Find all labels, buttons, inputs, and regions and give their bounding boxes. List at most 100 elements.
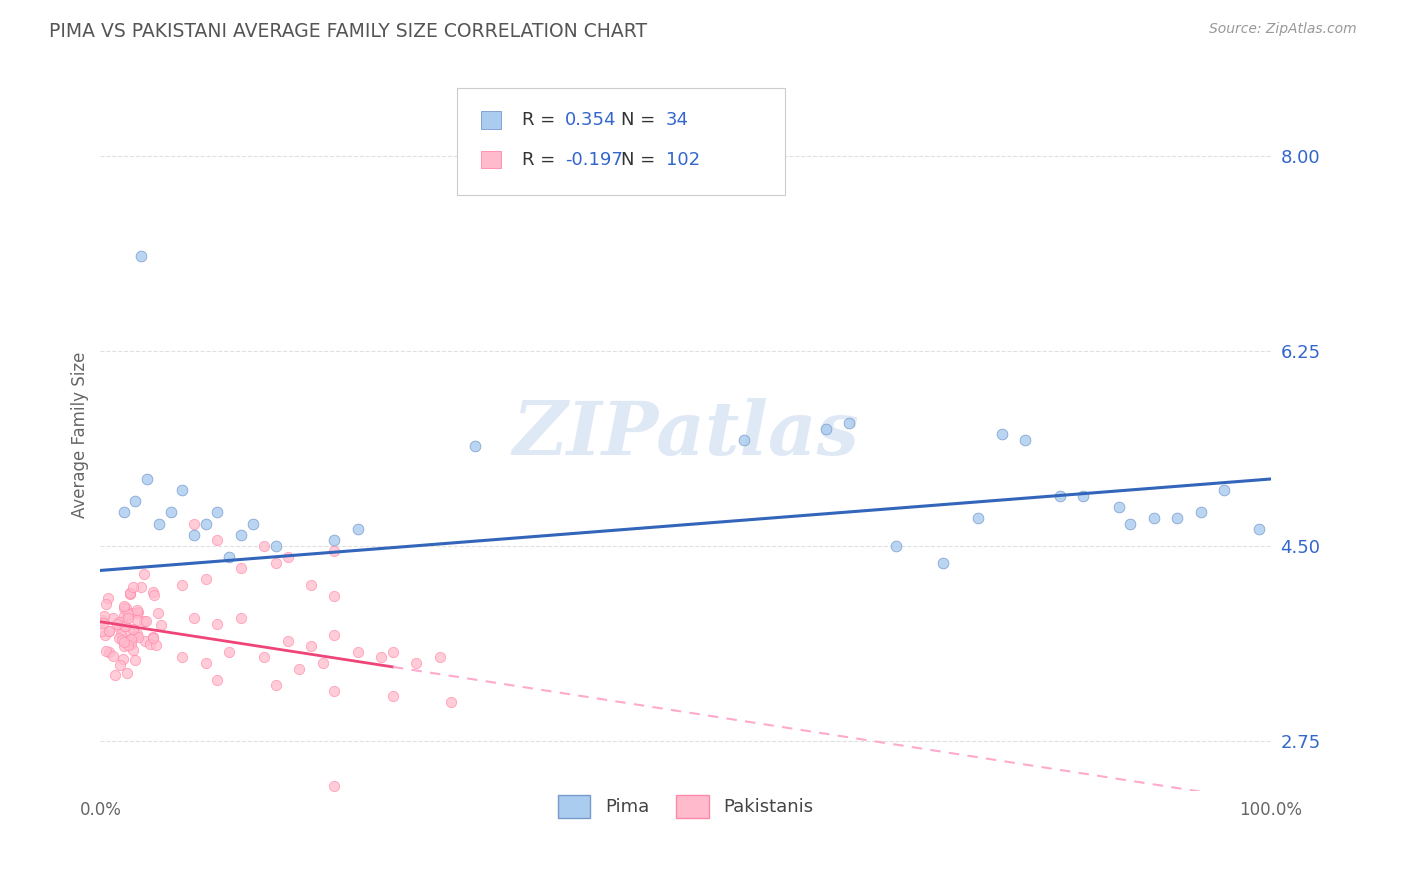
Point <box>98 624 121 639</box>
Point <box>172 578 194 592</box>
Point <box>229 561 252 575</box>
Point <box>120 632 142 647</box>
Point <box>124 494 146 508</box>
Point <box>347 645 370 659</box>
Point <box>127 630 149 644</box>
Point <box>101 610 124 624</box>
Point <box>118 587 141 601</box>
Point <box>967 511 990 525</box>
Point <box>207 617 229 632</box>
Point <box>253 650 276 665</box>
Text: 0.354: 0.354 <box>565 112 616 129</box>
FancyBboxPatch shape <box>481 151 501 169</box>
Point <box>98 645 121 659</box>
Point <box>136 472 159 486</box>
Point <box>323 544 346 558</box>
Point <box>112 609 135 624</box>
Point <box>132 615 155 629</box>
Point <box>242 516 264 531</box>
Point <box>127 613 149 627</box>
Point <box>183 528 205 542</box>
Point <box>134 567 156 582</box>
Point <box>142 585 165 599</box>
Point <box>990 427 1012 442</box>
Point <box>207 505 229 519</box>
Point <box>1189 505 1212 519</box>
Text: R =: R = <box>522 151 561 169</box>
Point <box>253 539 276 553</box>
Point <box>264 556 287 570</box>
Text: -0.197: -0.197 <box>565 151 623 169</box>
FancyBboxPatch shape <box>457 88 785 195</box>
Point <box>112 639 135 653</box>
Point <box>115 666 138 681</box>
Point <box>124 653 146 667</box>
Point <box>94 597 117 611</box>
Point <box>122 580 145 594</box>
Point <box>112 635 135 649</box>
Point <box>90 613 112 627</box>
Point <box>104 667 127 681</box>
Point <box>131 249 153 263</box>
Text: R =: R = <box>522 112 561 129</box>
Point <box>91 615 114 630</box>
Point <box>207 673 229 687</box>
Point <box>118 623 141 637</box>
Point <box>115 633 138 648</box>
Point <box>218 645 240 659</box>
Point <box>1247 522 1270 536</box>
Text: 34: 34 <box>665 112 689 129</box>
Point <box>105 617 128 632</box>
Point <box>1166 511 1188 525</box>
Point <box>134 634 156 648</box>
Point <box>120 586 142 600</box>
Point <box>884 539 907 553</box>
Point <box>131 581 153 595</box>
FancyBboxPatch shape <box>481 112 501 129</box>
Point <box>381 645 404 659</box>
Point <box>122 622 145 636</box>
Point <box>159 505 181 519</box>
Point <box>122 643 145 657</box>
Point <box>183 611 205 625</box>
Point <box>814 422 837 436</box>
Point <box>1014 433 1036 447</box>
Point <box>146 606 169 620</box>
Point <box>145 639 167 653</box>
Point <box>115 612 138 626</box>
Point <box>1212 483 1234 497</box>
Point <box>429 650 451 665</box>
Point <box>381 690 404 704</box>
Point <box>112 651 135 665</box>
Point <box>207 533 229 548</box>
Point <box>288 662 311 676</box>
Point <box>183 516 205 531</box>
Point <box>110 657 132 672</box>
Point <box>98 624 121 639</box>
Point <box>172 483 194 497</box>
Point <box>142 632 165 646</box>
Point <box>194 516 217 531</box>
Point <box>108 631 131 645</box>
Point <box>277 550 299 565</box>
Point <box>110 627 132 641</box>
Text: N =: N = <box>621 151 661 169</box>
Point <box>90 624 112 638</box>
Point <box>347 522 370 536</box>
Text: ZIPatlas: ZIPatlas <box>512 398 859 471</box>
Point <box>1049 489 1071 503</box>
Point <box>264 539 287 553</box>
Point <box>323 684 346 698</box>
Point <box>932 556 955 570</box>
Point <box>464 438 486 452</box>
Point <box>323 589 346 603</box>
Point <box>218 550 240 565</box>
Point <box>97 591 120 605</box>
Point <box>370 650 392 665</box>
Point <box>323 779 346 793</box>
Point <box>135 614 157 628</box>
Point <box>148 516 170 531</box>
Point <box>96 644 118 658</box>
Point <box>127 605 149 619</box>
Y-axis label: Average Family Size: Average Family Size <box>72 351 89 517</box>
